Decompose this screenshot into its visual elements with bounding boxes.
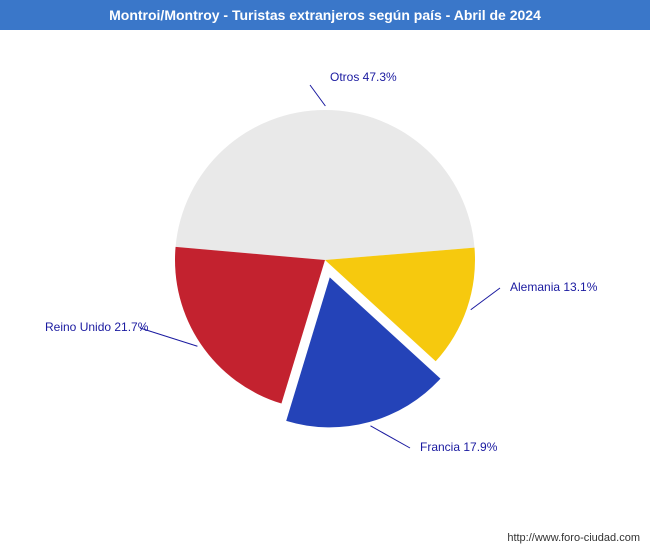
chart-container: Montroi/Montroy - Turistas extranjeros s… (0, 0, 650, 550)
slice-label-otros: Otros 47.3% (330, 70, 397, 84)
leader-line (371, 426, 410, 448)
slice-label-alemania: Alemania 13.1% (510, 280, 597, 294)
slice-label-reino-unido: Reino Unido 21.7% (45, 320, 148, 334)
leader-line (310, 85, 325, 106)
chart-title-bar: Montroi/Montroy - Turistas extranjeros s… (0, 0, 650, 30)
leader-line (471, 288, 500, 310)
pie-slice-otros (176, 110, 475, 260)
chart-area: Otros 47.3% Alemania 13.1% Francia 17.9% Re… (0, 30, 650, 520)
chart-title: Montroi/Montroy - Turistas extranjeros s… (109, 7, 541, 23)
footer-link: http://www.foro-ciudad.com (507, 532, 640, 544)
slice-label-francia: Francia 17.9% (420, 440, 497, 454)
pie-chart-svg (0, 30, 650, 520)
leader-line (140, 328, 197, 346)
